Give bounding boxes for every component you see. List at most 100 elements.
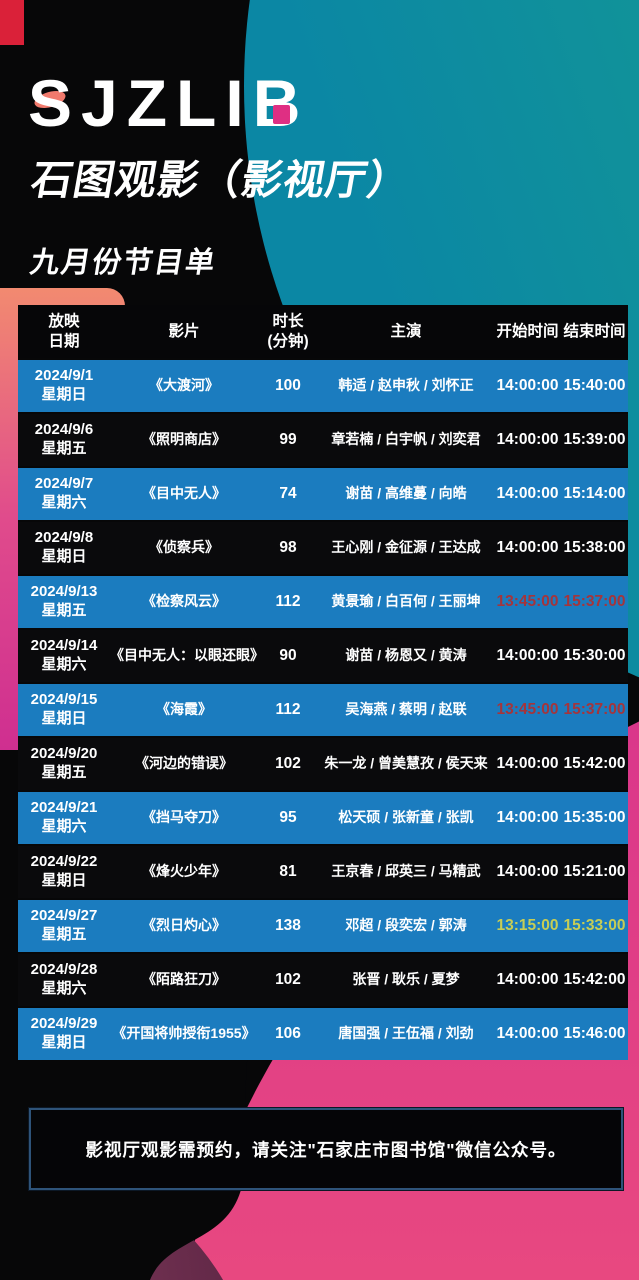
start-time-cell: 14:00:00 bbox=[496, 539, 559, 557]
date-cell: 2024/9/8 星期日 bbox=[18, 529, 110, 567]
library-logo: SJZLIB bbox=[28, 70, 406, 136]
logo-pink-counter bbox=[272, 104, 291, 125]
cast-cell: 谢苗 / 杨恩又 / 黄涛 bbox=[345, 647, 467, 664]
end-time-cell: 15:14:00 bbox=[563, 485, 626, 503]
end-time-cell: 15:37:00 bbox=[563, 593, 626, 611]
weekday-value: 星期六 bbox=[41, 494, 87, 511]
header-end-time: 结束时间 bbox=[563, 322, 626, 340]
date-value: 2024/9/8 bbox=[34, 529, 94, 547]
start-time-cell: 13:45:00 bbox=[496, 701, 559, 719]
cast-cell: 邓超 / 段奕宏 / 郭涛 bbox=[345, 917, 467, 934]
table-row: 2024/9/13 星期五 《检察风云》 112 黄景瑜 / 白百何 / 王丽坤… bbox=[18, 574, 628, 628]
duration-cell: 98 bbox=[279, 539, 297, 557]
film-cell: 《海霞》 bbox=[156, 701, 212, 718]
date-cell: 2024/9/7 星期六 bbox=[18, 475, 110, 513]
start-time-cell: 14:00:00 bbox=[496, 431, 559, 449]
end-time-cell: 15:42:00 bbox=[563, 755, 626, 773]
cast-cell: 王京春 / 邱英三 / 马精武 bbox=[331, 863, 481, 880]
film-cell: 《目中无人：以眼还眼》 bbox=[110, 647, 264, 664]
date-cell: 2024/9/28 星期六 bbox=[18, 961, 110, 999]
date-value: 2024/9/7 bbox=[34, 475, 94, 493]
film-cell: 《检察风云》 bbox=[142, 593, 226, 610]
date-cell: 2024/9/22 星期日 bbox=[18, 853, 110, 891]
table-row: 2024/9/22 星期日 《烽火少年》 81 王京春 / 邱英三 / 马精武 … bbox=[18, 844, 628, 898]
cast-cell: 黄景瑜 / 白百何 / 王丽坤 bbox=[331, 593, 481, 610]
start-time-cell: 14:00:00 bbox=[496, 971, 559, 989]
film-cell: 《挡马夺刀》 bbox=[142, 809, 226, 826]
weekday-value: 星期五 bbox=[41, 764, 87, 781]
end-time-cell: 15:39:00 bbox=[563, 431, 626, 449]
duration-cell: 100 bbox=[275, 377, 301, 395]
duration-cell: 74 bbox=[279, 485, 297, 503]
logo-last-letter: B bbox=[252, 66, 310, 140]
header-start-time: 开始时间 bbox=[496, 322, 559, 340]
cast-cell: 韩适 / 赵申秋 / 刘怀正 bbox=[338, 377, 474, 394]
end-time-cell: 15:37:00 bbox=[563, 701, 626, 719]
table-header-row: 放映 日期 影片 时长 (分钟) 主演 开始时间 结束时间 bbox=[18, 305, 628, 358]
date-cell: 2024/9/27 星期五 bbox=[18, 907, 110, 945]
weekday-value: 星期日 bbox=[41, 548, 87, 565]
duration-cell: 112 bbox=[275, 701, 301, 719]
schedule-table: 放映 日期 影片 时长 (分钟) 主演 开始时间 结束时间 2024/9/1 星… bbox=[18, 305, 628, 1060]
duration-cell: 95 bbox=[279, 809, 297, 827]
end-time-cell: 15:35:00 bbox=[563, 809, 626, 827]
table-row: 2024/9/28 星期六 《陌路狂刀》 102 张晋 / 耿乐 / 夏梦 14… bbox=[18, 952, 628, 1006]
cast-cell: 松天硕 / 张新童 / 张凯 bbox=[338, 809, 474, 826]
table-row: 2024/9/7 星期六 《目中无人》 74 谢苗 / 高维蔓 / 向皓 14:… bbox=[18, 466, 628, 520]
table-row: 2024/9/14 星期六 《目中无人：以眼还眼》 90 谢苗 / 杨恩又 / … bbox=[18, 628, 628, 682]
date-value: 2024/9/29 bbox=[30, 1015, 98, 1033]
cast-cell: 朱一龙 / 曾美慧孜 / 侯天来 bbox=[324, 755, 488, 772]
film-cell: 《侦察兵》 bbox=[149, 539, 219, 556]
cast-cell: 唐国强 / 王伍福 / 刘劲 bbox=[338, 1025, 474, 1042]
table-row: 2024/9/20 星期五 《河边的错误》 102 朱一龙 / 曾美慧孜 / 侯… bbox=[18, 736, 628, 790]
table-body: 2024/9/1 星期日 《大渡河》 100 韩适 / 赵申秋 / 刘怀正 14… bbox=[18, 358, 628, 1060]
film-cell: 《大渡河》 bbox=[149, 377, 219, 394]
date-cell: 2024/9/15 星期日 bbox=[18, 691, 110, 729]
end-time-cell: 15:40:00 bbox=[563, 377, 626, 395]
table-row: 2024/9/27 星期五 《烈日灼心》 138 邓超 / 段奕宏 / 郭涛 1… bbox=[18, 898, 628, 952]
duration-cell: 102 bbox=[275, 755, 301, 773]
header-date: 放映 日期 bbox=[48, 313, 80, 350]
table-row: 2024/9/29 星期日 《开国将帅授衔1955》 106 唐国强 / 王伍福… bbox=[18, 1006, 628, 1060]
date-value: 2024/9/28 bbox=[30, 961, 98, 979]
date-value: 2024/9/22 bbox=[30, 853, 98, 871]
start-time-cell: 14:00:00 bbox=[496, 647, 559, 665]
weekday-value: 星期日 bbox=[41, 1034, 87, 1051]
duration-cell: 112 bbox=[275, 593, 301, 611]
corner-red-mark bbox=[0, 0, 24, 45]
table-row: 2024/9/21 星期六 《挡马夺刀》 95 松天硕 / 张新童 / 张凯 1… bbox=[18, 790, 628, 844]
date-value: 2024/9/14 bbox=[30, 637, 98, 655]
film-cell: 《烽火少年》 bbox=[142, 863, 226, 880]
weekday-value: 星期六 bbox=[41, 656, 87, 673]
header-film: 影片 bbox=[168, 322, 200, 340]
table-row: 2024/9/8 星期日 《侦察兵》 98 王心刚 / 金征源 / 王达成 14… bbox=[18, 520, 628, 574]
end-time-cell: 15:33:00 bbox=[563, 917, 626, 935]
start-time-cell: 13:45:00 bbox=[496, 593, 559, 611]
end-time-cell: 15:30:00 bbox=[563, 647, 626, 665]
date-value: 2024/9/13 bbox=[30, 583, 98, 601]
weekday-value: 星期日 bbox=[41, 872, 87, 889]
cast-cell: 吴海燕 / 蔡明 / 赵联 bbox=[345, 701, 467, 718]
cast-cell: 张晋 / 耿乐 / 夏梦 bbox=[352, 971, 460, 988]
cast-cell: 王心刚 / 金征源 / 王达成 bbox=[331, 539, 481, 556]
logo-prefix: SJZLI bbox=[28, 66, 253, 140]
date-value: 2024/9/15 bbox=[30, 691, 98, 709]
start-time-cell: 14:00:00 bbox=[496, 1025, 559, 1043]
duration-cell: 138 bbox=[275, 917, 301, 935]
weekday-value: 星期六 bbox=[41, 818, 87, 835]
start-time-cell: 14:00:00 bbox=[496, 755, 559, 773]
date-value: 2024/9/6 bbox=[34, 421, 94, 439]
duration-cell: 106 bbox=[275, 1025, 301, 1043]
weekday-value: 星期日 bbox=[41, 710, 87, 727]
end-time-cell: 15:38:00 bbox=[563, 539, 626, 557]
date-value: 2024/9/20 bbox=[30, 745, 98, 763]
weekday-value: 星期六 bbox=[41, 980, 87, 997]
date-cell: 2024/9/29 星期日 bbox=[18, 1015, 110, 1053]
film-cell: 《河边的错误》 bbox=[135, 755, 233, 772]
duration-cell: 102 bbox=[275, 971, 301, 989]
table-row: 2024/9/15 星期日 《海霞》 112 吴海燕 / 蔡明 / 赵联 13:… bbox=[18, 682, 628, 736]
end-time-cell: 15:46:00 bbox=[563, 1025, 626, 1043]
header-cast: 主演 bbox=[390, 322, 422, 340]
start-time-cell: 14:00:00 bbox=[496, 485, 559, 503]
